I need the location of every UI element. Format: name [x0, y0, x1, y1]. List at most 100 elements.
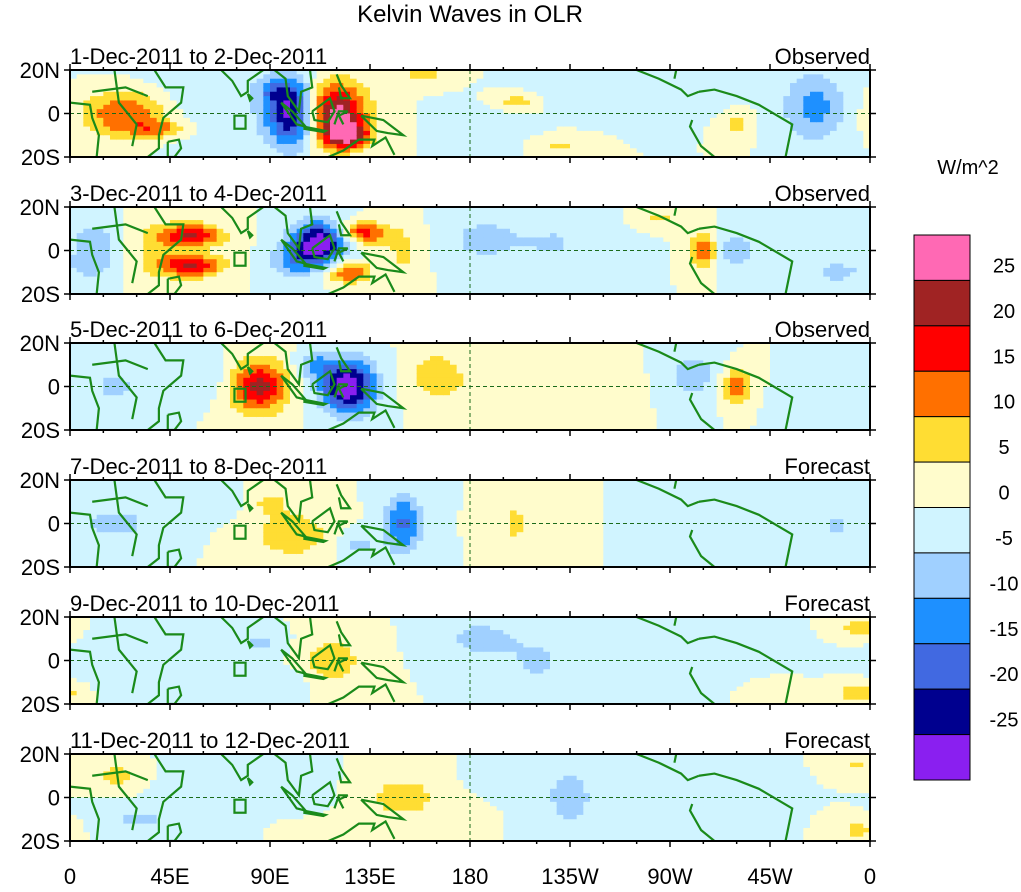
heatmap-cell [170, 237, 177, 242]
heatmap-cell [817, 140, 824, 145]
heatmap-cell [637, 114, 644, 119]
heatmap-cell [583, 87, 590, 92]
heatmap-cell [643, 127, 650, 132]
heatmap-cell [777, 242, 784, 247]
heatmap-cell [643, 242, 650, 247]
heatmap-cell [603, 118, 610, 123]
heatmap-cell [517, 100, 524, 105]
heatmap-cell [490, 92, 497, 97]
heatmap-cell [223, 259, 230, 264]
heatmap-cell [477, 127, 484, 132]
heatmap-cell [857, 272, 864, 277]
heatmap-cell [583, 122, 590, 127]
heatmap-cell [570, 122, 577, 127]
heatmap-cell [117, 148, 124, 153]
heatmap-cell [477, 281, 484, 286]
heatmap-cell [503, 114, 510, 119]
heatmap-cell [517, 79, 524, 84]
heatmap-cell [363, 87, 370, 92]
heatmap-cell [583, 224, 590, 229]
heatmap-cell [537, 264, 544, 269]
heatmap-cell [750, 224, 757, 229]
heatmap-cell [457, 272, 464, 277]
heatmap-cell [110, 114, 117, 119]
heatmap-cell [830, 74, 837, 79]
heatmap-cell [103, 237, 110, 242]
heatmap-cell [570, 251, 577, 256]
heatmap-cell [143, 87, 150, 92]
heatmap-cell [430, 118, 437, 123]
heatmap-cell [790, 211, 797, 216]
heatmap-cell [137, 144, 144, 149]
heatmap-cell [277, 251, 284, 256]
heatmap-cell [257, 277, 264, 282]
heatmap-cell [850, 114, 857, 119]
heatmap-cell [570, 255, 577, 260]
heatmap-cell [657, 131, 664, 136]
heatmap-cell [677, 277, 684, 282]
heatmap-cell [123, 216, 130, 221]
heatmap-cell [743, 277, 750, 282]
heatmap-cell [503, 74, 510, 79]
heatmap-cell [317, 272, 324, 277]
heatmap-cell [517, 259, 524, 264]
heatmap-cell [690, 211, 697, 216]
heatmap-cell [770, 140, 777, 145]
heatmap-cell [663, 272, 670, 277]
heatmap-cell [70, 114, 77, 119]
heatmap-cell [443, 251, 450, 256]
heatmap-cell [310, 100, 317, 105]
heatmap-cell [210, 237, 217, 242]
heatmap-cell [830, 229, 837, 234]
heatmap-cell [370, 92, 377, 97]
heatmap-cell [857, 211, 864, 216]
heatmap-cell [490, 118, 497, 123]
heatmap-cell [603, 242, 610, 247]
heatmap-cell [83, 220, 90, 225]
heatmap-cell [210, 96, 217, 101]
heatmap-cell [563, 224, 570, 229]
heatmap-cell [237, 131, 244, 136]
heatmap-cell [357, 79, 364, 84]
heatmap-cell [397, 100, 404, 105]
heatmap-cell [437, 251, 444, 256]
heatmap-cell [490, 114, 497, 119]
heatmap-cell [263, 281, 270, 286]
heatmap-cell [610, 79, 617, 84]
heatmap-cell [343, 268, 350, 273]
heatmap-cell [577, 96, 584, 101]
heatmap-cell [217, 114, 224, 119]
heatmap-cell [130, 237, 137, 242]
heatmap-cell [683, 268, 690, 273]
heatmap-cell [183, 127, 190, 132]
heatmap-cell [363, 79, 370, 84]
heatmap-cell [750, 264, 757, 269]
heatmap-cell [497, 87, 504, 92]
heatmap-cell [710, 281, 717, 286]
heatmap-cell [223, 272, 230, 277]
heatmap-cell [183, 79, 190, 84]
heatmap-cell [777, 127, 784, 132]
heatmap-cell [597, 272, 604, 277]
heatmap-cell [303, 92, 310, 97]
heatmap-cell [357, 131, 364, 136]
heatmap-cell [617, 127, 624, 132]
heatmap-cell [70, 421, 77, 426]
heatmap-cell [523, 144, 530, 149]
heatmap-cell [250, 114, 257, 119]
heatmap-cell [643, 229, 650, 234]
heatmap-cell [817, 272, 824, 277]
heatmap-cell [703, 237, 710, 242]
heatmap-cell [730, 220, 737, 225]
heatmap-cell [503, 135, 510, 140]
heatmap-cell [750, 259, 757, 264]
heatmap-cell [190, 281, 197, 286]
heatmap-cell [250, 251, 257, 256]
heatmap-cell [130, 233, 137, 238]
heatmap-cell [163, 237, 170, 242]
heatmap-cell [403, 277, 410, 282]
heatmap-cell [663, 211, 670, 216]
heatmap-cell [497, 79, 504, 84]
heatmap-cell [603, 268, 610, 273]
